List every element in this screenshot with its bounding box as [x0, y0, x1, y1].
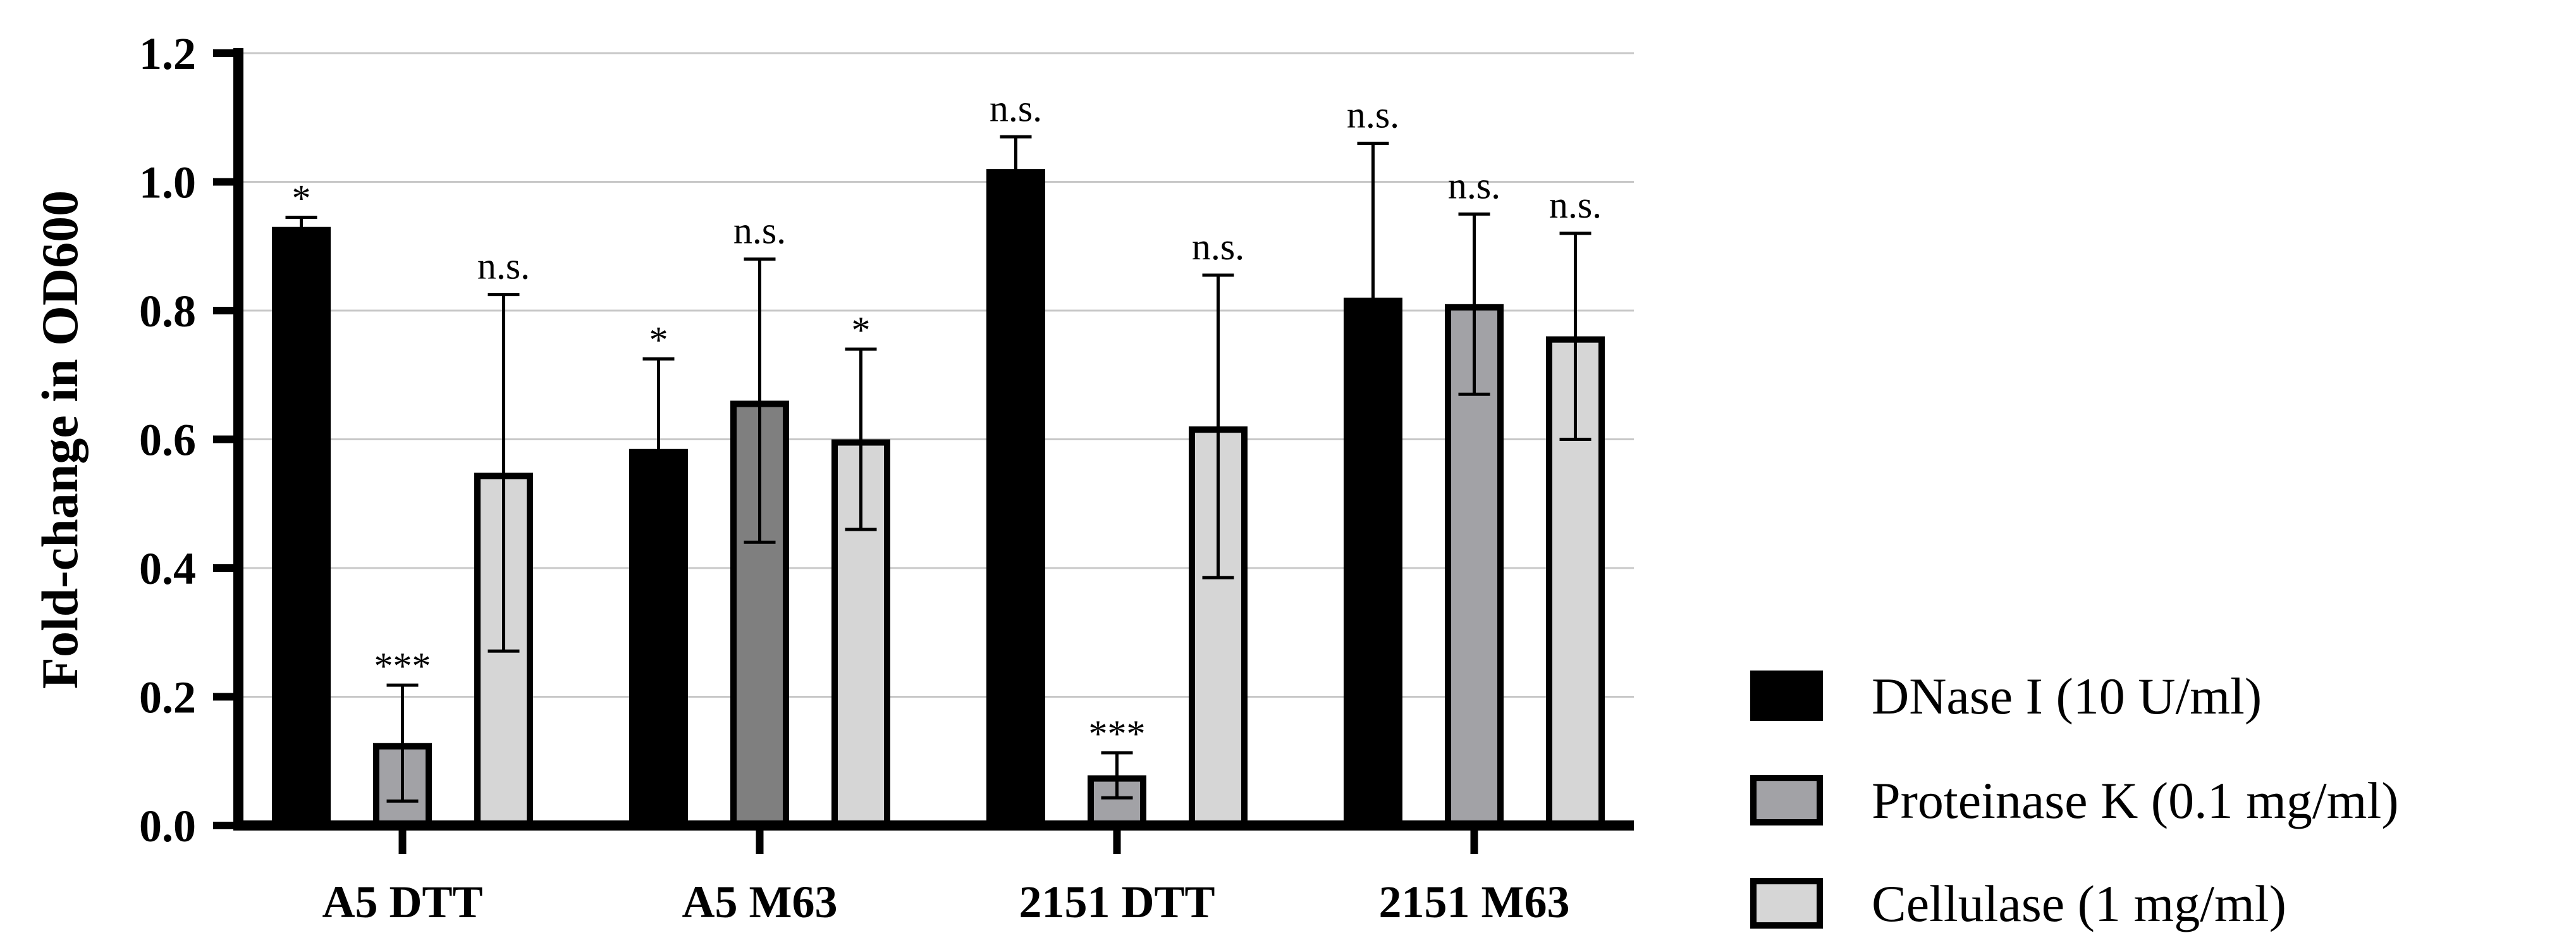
significance-label: * [292, 177, 311, 219]
legend-label: Cellulase (1 mg/ml) [1872, 875, 2286, 932]
legend-label: Proteinase K (0.1 mg/ml) [1872, 772, 2399, 829]
bars: ****n.s.*n.s.*n.s.***n.s.n.s.n.s. n.s. [272, 87, 1605, 829]
significance-label: *** [1089, 713, 1146, 755]
legend-swatch [1750, 671, 1823, 721]
y-tick-label: 0.6 [139, 415, 196, 466]
y-tick-label: 0.8 [139, 286, 196, 337]
gridlines [238, 52, 1634, 698]
significance-label: n.s. [733, 210, 786, 252]
significance-label: n.s. [990, 87, 1042, 129]
y-tick-label: 1.2 [139, 28, 196, 79]
significance-label: n.s. [477, 245, 530, 287]
x-tick-label: 2151 M63 [1379, 877, 1570, 927]
y-tick-label: 1.0 [139, 158, 196, 208]
legend: DNase I (10 U/ml) Proteinase K (0.1 mg/ml… [1750, 667, 2399, 932]
significance-label: n.s. [1192, 226, 1244, 268]
x-ticks: A5 DTT A5 M63 2151 DTT 2151 M63 [322, 825, 1569, 927]
legend-swatch [1750, 775, 1823, 825]
bar [272, 226, 331, 829]
significance-label: n.s. [1549, 184, 1602, 226]
legend-label: DNase I (10 U/ml) [1872, 667, 2262, 725]
x-tick-label: 2151 DTT [1019, 877, 1215, 927]
significance-label: *** [374, 645, 431, 687]
significance-label: * [852, 309, 871, 351]
significance-label: n.s. [1347, 94, 1399, 135]
x-tick-label: A5 M63 [682, 877, 838, 927]
y-tick-label: 0.0 [139, 801, 196, 851]
significance-label: n.s. [1448, 164, 1500, 206]
y-tick-label: 0.4 [139, 543, 196, 594]
legend-swatch [1750, 878, 1823, 929]
bar [986, 169, 1045, 829]
y-ticks: 0.0 0.2 0.4 0.6 0.8 1.0 1.2 [139, 28, 238, 851]
x-tick-label: A5 DTT [322, 877, 482, 927]
y-tick-label: 0.2 [139, 672, 196, 723]
y-axis-label: Fold-change in OD600 [31, 190, 89, 689]
significance-label: * [649, 319, 668, 361]
